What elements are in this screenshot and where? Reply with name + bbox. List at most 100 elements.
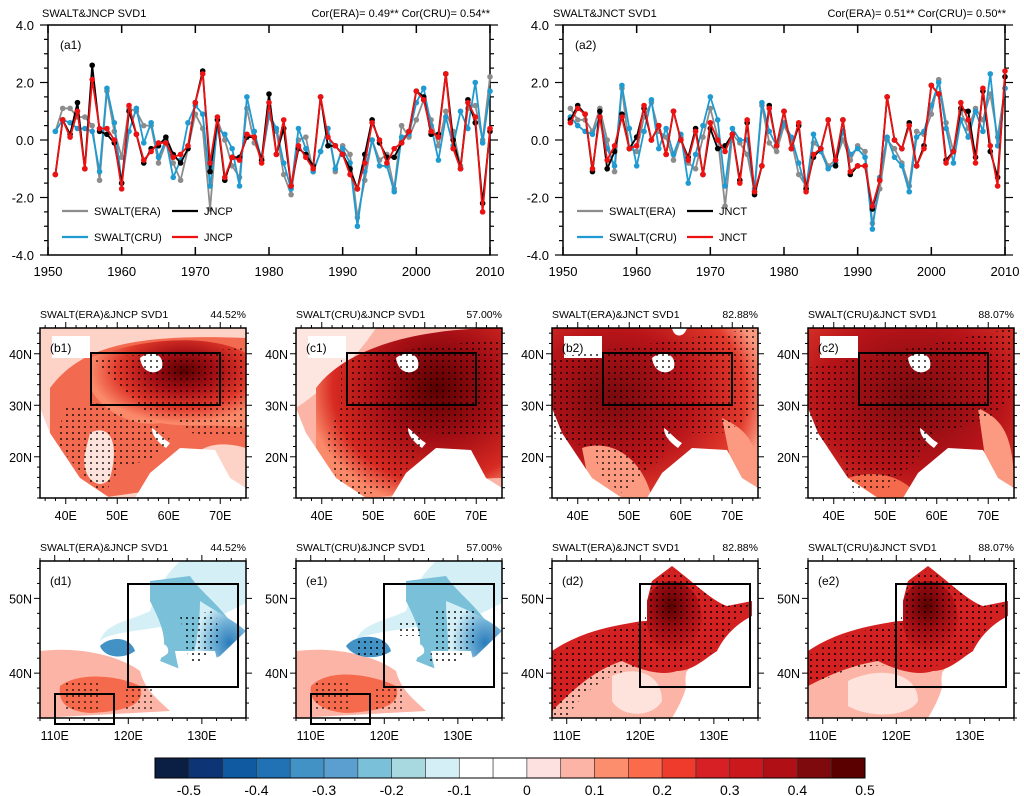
data-point [965,134,971,140]
panel-title: SWALT&JNCP SVD1 [42,8,146,20]
lon-label: 110E [809,729,837,743]
series-jnct-3 [567,68,1008,209]
y-tick-label: 2.0 [531,76,549,91]
lat-label: 50N [521,592,544,606]
data-point [185,142,191,149]
x-tick-label: 1990 [328,264,357,279]
data-point [465,125,471,132]
lat-label: 50N [777,592,800,606]
x-tick-label: 2000 [917,264,946,279]
map-panel-b2: SWALT(ERA)&JNCT SVD1 82.88% (b2) 40E 50E 6… [521,309,764,523]
lon-label: 50E [874,509,896,523]
data-point [472,79,479,86]
data-point [214,114,221,120]
x-tick-label: 2010 [991,264,1020,279]
lon-label: 60E [158,509,180,523]
variance-label: 88.07% [978,309,1014,321]
data-point [987,71,994,77]
colorbar-swatch [695,757,731,779]
map-title: SWALT(ERA)&JNCT SVD1 [552,542,680,554]
colorbar-swatch [594,757,629,779]
data-point [236,157,243,163]
x-tick-label: 2000 [402,264,431,279]
data-point [52,171,59,178]
significance-stippling [552,569,750,718]
lon-label: 60E [926,509,948,523]
data-point [582,111,588,117]
data-point [450,145,456,152]
data-point [207,206,213,212]
panel-label: (b2) [562,341,583,355]
data-point [288,183,294,189]
lon-label: 60E [670,509,692,523]
data-point [700,134,706,140]
data-point [862,154,868,161]
data-point [479,209,486,215]
data-point [773,148,780,155]
data-point [611,163,618,169]
data-point [413,88,420,94]
data-point [163,140,169,146]
data-point [376,137,383,143]
colorbar-label: 0.3 [720,782,740,796]
data-point [384,160,390,166]
data-point [52,128,59,135]
data-point [685,180,692,186]
region-box-northeast [895,583,1007,688]
data-point [177,160,184,166]
map-frame [551,327,759,499]
data-point [140,140,147,146]
data-point [619,82,625,89]
data-point [133,105,140,112]
lon-label: 70E [977,509,999,523]
map-panel-e1: SWALT(CRU)&JNCP SVD1 57.00% (e1) 110E 120… [265,542,508,743]
red-sea-mask [552,408,622,498]
data-point [472,102,479,109]
data-point [847,168,854,175]
data-point [111,119,118,126]
data-point [222,174,228,181]
x-tick-label: 1980 [770,264,799,279]
red-sea-mask [296,408,366,498]
colorbar-swatch [560,757,595,779]
significance-stippling [356,611,476,666]
map-title: SWALT(CRU)&JNCT SVD1 [808,309,937,321]
lon-label: 110E [553,729,581,743]
significance-stippling [808,569,1006,681]
data-point [457,108,464,115]
data-point [398,134,405,140]
colorbar-label: 0 [523,782,531,796]
data-point [759,163,765,169]
data-point [980,85,986,92]
legend-entry: SWALT(CRU) [62,232,162,244]
sea-mask [431,651,502,718]
colorbar-swatch [357,757,392,779]
data-point [325,142,331,149]
lat-label: 40N [9,348,32,362]
lat-label: 30N [521,399,544,413]
data-point [876,177,883,184]
red-sea-mask [40,408,110,498]
timeseries-panel-a1: SWALT&JNCP SVD1 Cor(ERA)= 0.49** Cor(CRU… [12,8,505,279]
y-tick-label: -4.0 [12,248,34,263]
data-point [567,119,574,126]
data-point [332,142,339,149]
data-point [67,134,73,140]
data-point [678,137,684,143]
data-point [59,105,66,112]
region-box [858,352,989,406]
legend-label: JNCP [204,232,233,244]
y-tick-label: 2.0 [16,76,34,91]
data-point [766,105,773,112]
map-frame [295,327,503,499]
data-point [781,108,787,115]
variance-label: 82.88% [722,309,758,321]
data-point [692,165,699,172]
data-point [633,163,640,169]
lat-label: 40N [265,348,288,362]
data-point [906,188,913,195]
lon-label: 70E [465,509,487,523]
lon-label: 120E [114,729,143,743]
region-box [346,352,477,406]
data-point [199,111,206,117]
